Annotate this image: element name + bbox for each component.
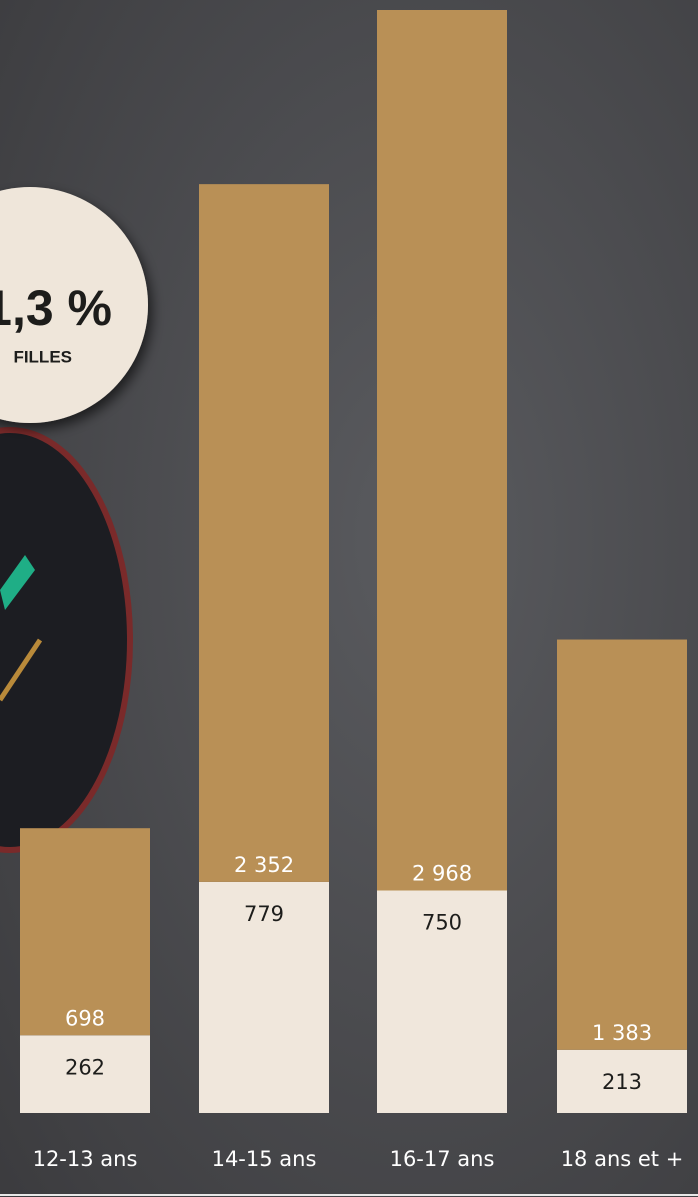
x-tick-label: 12-13 ans [33, 1147, 138, 1171]
value-label: 750 [422, 911, 462, 935]
bar-segment [20, 1035, 150, 1113]
bar-segment [199, 184, 329, 882]
callout-value: 1,3 % [0, 280, 112, 336]
value-label: 2 968 [412, 862, 472, 886]
value-label: 2 352 [234, 853, 294, 877]
decoration [0, 427, 133, 853]
callout-circle [0, 187, 148, 423]
value-label: 213 [602, 1070, 642, 1094]
bar-segment [557, 639, 687, 1050]
x-tick-label: 16-17 ans [390, 1147, 495, 1171]
bar-segment [557, 1049, 687, 1113]
x-tick-label: 18 ans et + [561, 1147, 684, 1171]
value-label: 779 [244, 902, 284, 926]
bar-segment [377, 890, 507, 1113]
bar-segment [199, 881, 329, 1113]
bar-segment [377, 10, 507, 891]
value-label: 1 383 [592, 1021, 652, 1045]
value-label: 262 [65, 1055, 105, 1079]
value-label: 698 [65, 1006, 105, 1030]
bar-segment [20, 828, 150, 1036]
x-tick-label: 14-15 ans [212, 1147, 317, 1171]
callout-label: FILLES [13, 347, 72, 366]
